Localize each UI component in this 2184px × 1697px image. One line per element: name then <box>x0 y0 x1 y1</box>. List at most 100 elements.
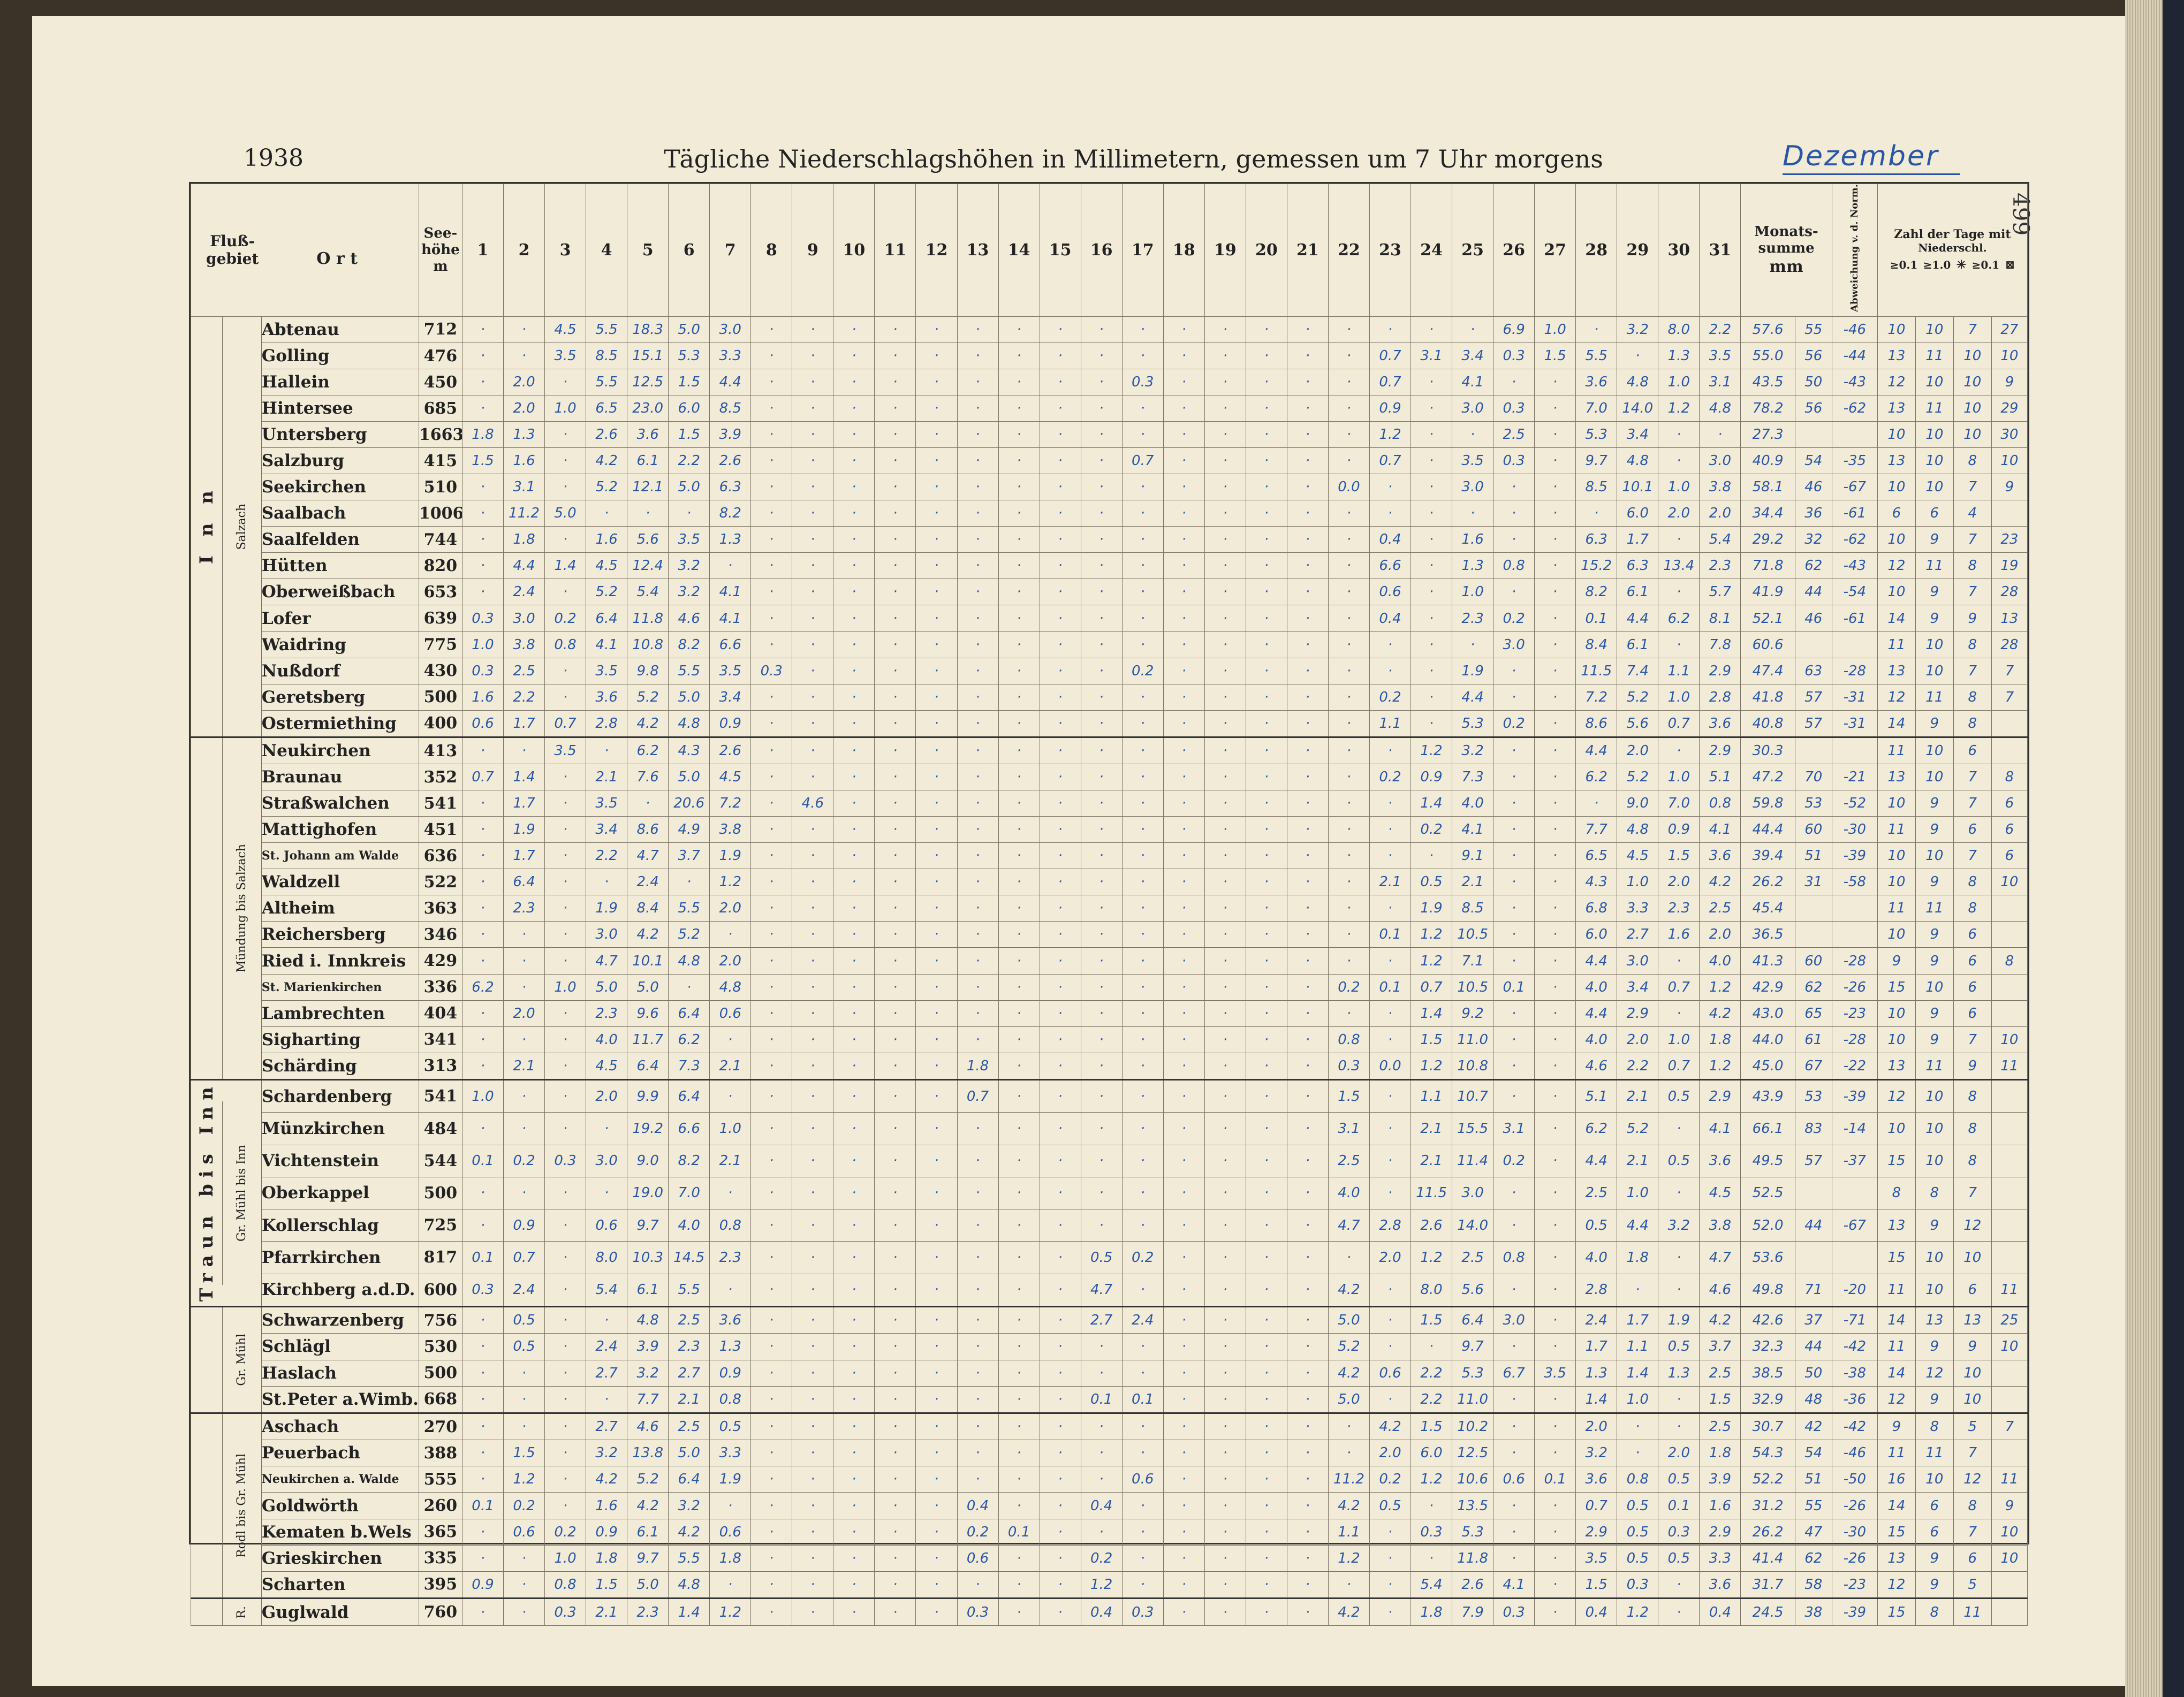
daily-precipitation: 4.3 <box>668 736 710 765</box>
daily-precipitation: 0.7 <box>1369 447 1412 475</box>
daily-precipitation: 1.0 <box>709 1112 752 1145</box>
daily-precipitation: · <box>998 1492 1040 1519</box>
snow-days-ge-0-1: 10 <box>1953 369 1992 396</box>
daily-precipitation: · <box>915 1026 958 1053</box>
daily-precipitation: · <box>833 842 875 870</box>
daily-precipitation: · <box>1080 316 1123 344</box>
days-ge-0-1: 10 <box>1877 1000 1916 1027</box>
daily-precipitation: 0.1 <box>998 1518 1040 1546</box>
station-elevation: 363 <box>418 895 462 922</box>
daily-precipitation: 3.0 <box>586 921 628 948</box>
daily-precipitation: · <box>1121 1544 1164 1572</box>
daily-precipitation: 3.5 <box>668 526 710 553</box>
daily-precipitation: · <box>1493 816 1535 843</box>
daily-precipitation: · <box>1204 1440 1246 1467</box>
daily-precipitation: 1.5 <box>668 369 710 396</box>
daily-precipitation: 6.0 <box>1617 500 1659 527</box>
daily-precipitation: 5.3 <box>1575 421 1618 448</box>
daily-precipitation: · <box>1245 474 1287 501</box>
daily-precipitation: · <box>833 764 875 791</box>
station-elevation: 555 <box>418 1466 462 1493</box>
snow-days-ge-0-1: 7 <box>1953 579 1992 606</box>
header-flussgebiet-ort: Fluß-gebiet O r t <box>191 184 419 317</box>
daily-precipitation: · <box>1245 764 1287 791</box>
daily-precipitation: · <box>668 500 710 527</box>
daily-precipitation: · <box>1245 657 1287 684</box>
days-ge-1-0: 11 <box>1915 1440 1954 1467</box>
daily-precipitation: · <box>957 683 999 711</box>
daily-precipitation: 5.5 <box>668 1273 710 1307</box>
daily-precipitation: 0.6 <box>1121 1466 1164 1493</box>
daily-precipitation: · <box>874 736 916 765</box>
percent-of-normal: 50 <box>1794 1359 1832 1387</box>
daily-precipitation: 9.7 <box>1452 1333 1494 1360</box>
table-row: Ostermiething 400 0.6 1.7 0.7 2.8 4.2 4.8 0.9 · · ·… <box>191 710 2028 737</box>
daily-precipitation: · <box>1658 447 1700 475</box>
percent-of-normal: 38 <box>1794 1597 1832 1626</box>
daily-precipitation: · <box>461 736 504 765</box>
daily-precipitation: · <box>544 474 587 501</box>
monthly-sum: 24.5 <box>1740 1597 1795 1626</box>
daily-precipitation: 2.4 <box>586 1333 628 1360</box>
station-name: Ried i. Innkreis <box>261 947 419 975</box>
daily-precipitation: · <box>1121 1026 1164 1053</box>
subgroup-gr-muehl-label: Gr. Mühl <box>234 1334 248 1386</box>
daily-precipitation: · <box>1286 395 1329 422</box>
daily-precipitation: · <box>833 500 875 527</box>
daily-precipitation: · <box>1493 1440 1535 1467</box>
daily-precipitation: · <box>503 1359 545 1387</box>
deviation-from-normal: -22 <box>1831 1052 1878 1080</box>
days-ge-0-1: 10 <box>1877 579 1916 606</box>
monthly-sum: 45.4 <box>1740 895 1795 922</box>
daily-precipitation: · <box>1163 1333 1205 1360</box>
daily-precipitation: · <box>1204 1544 1246 1572</box>
daily-precipitation: · <box>957 1359 999 1387</box>
daily-precipitation: · <box>750 369 793 396</box>
daily-precipitation: 6.2 <box>1575 1112 1618 1145</box>
daily-precipitation: · <box>1658 526 1700 553</box>
daily-precipitation: · <box>874 1412 916 1441</box>
daily-precipitation: · <box>833 316 875 344</box>
daily-precipitation: 2.5 <box>1699 895 1741 922</box>
daily-precipitation: · <box>1121 316 1164 344</box>
daily-precipitation: · <box>874 1466 916 1493</box>
daily-precipitation: · <box>1286 631 1329 658</box>
daily-precipitation: 4.4 <box>1575 736 1618 765</box>
box-symbol-days <box>1991 1359 2028 1387</box>
daily-precipitation: 2.7 <box>1080 1306 1123 1334</box>
daily-precipitation: · <box>792 474 834 501</box>
deviation-from-normal: -39 <box>1831 842 1878 870</box>
daily-precipitation: 1.8 <box>1699 1440 1741 1467</box>
daily-precipitation: · <box>1039 1176 1081 1210</box>
daily-precipitation: · <box>792 1571 834 1599</box>
daily-precipitation: 13.4 <box>1658 552 1700 580</box>
daily-precipitation: · <box>792 1412 834 1441</box>
daily-precipitation: 18.3 <box>627 316 669 344</box>
daily-precipitation: · <box>998 869 1040 896</box>
monthly-sum: 42.6 <box>1740 1306 1795 1334</box>
daily-precipitation: · <box>1286 973 1329 1001</box>
table-row: Pfarrkirchen 817 0.1 0.7 · 8.0 10.3 14.5 2.3 · · · ·… <box>191 1241 2028 1274</box>
box-symbol-days: 10 <box>1991 1518 2028 1546</box>
days-ge-0-1: 13 <box>1877 1544 1916 1572</box>
daily-precipitation: · <box>544 526 587 553</box>
daily-precipitation: · <box>874 657 916 684</box>
daily-precipitation: 4.8 <box>668 710 710 737</box>
box-symbol-days <box>1991 895 2028 922</box>
subgroup-salzach-label: Salzach <box>234 503 248 550</box>
daily-precipitation: 3.0 <box>503 605 545 632</box>
daily-precipitation: · <box>1245 1306 1287 1334</box>
deviation-from-normal: -67 <box>1831 474 1878 501</box>
daily-precipitation: · <box>1080 526 1123 553</box>
subgroup-gr-muehl-bis-inn: Traun bis Inn Gr. Mühl bis Inn <box>191 1078 262 1307</box>
daily-precipitation: · <box>957 657 999 684</box>
table-row: Altheim 363 · 2.3 · 1.9 8.4 5.5 2.0 · · · · · · · · · · · · ·… <box>191 895 2028 922</box>
header-ge01: ≥0.1 <box>1890 258 1918 272</box>
daily-precipitation: 2.6 <box>1410 1209 1453 1242</box>
daily-precipitation: · <box>750 1466 793 1493</box>
box-symbol-days: 6 <box>1991 842 2028 870</box>
daily-precipitation: · <box>544 1386 587 1414</box>
daily-precipitation: 2.2 <box>1410 1359 1453 1387</box>
daily-precipitation: · <box>1121 842 1164 870</box>
daily-precipitation: 15.5 <box>1452 1112 1494 1145</box>
